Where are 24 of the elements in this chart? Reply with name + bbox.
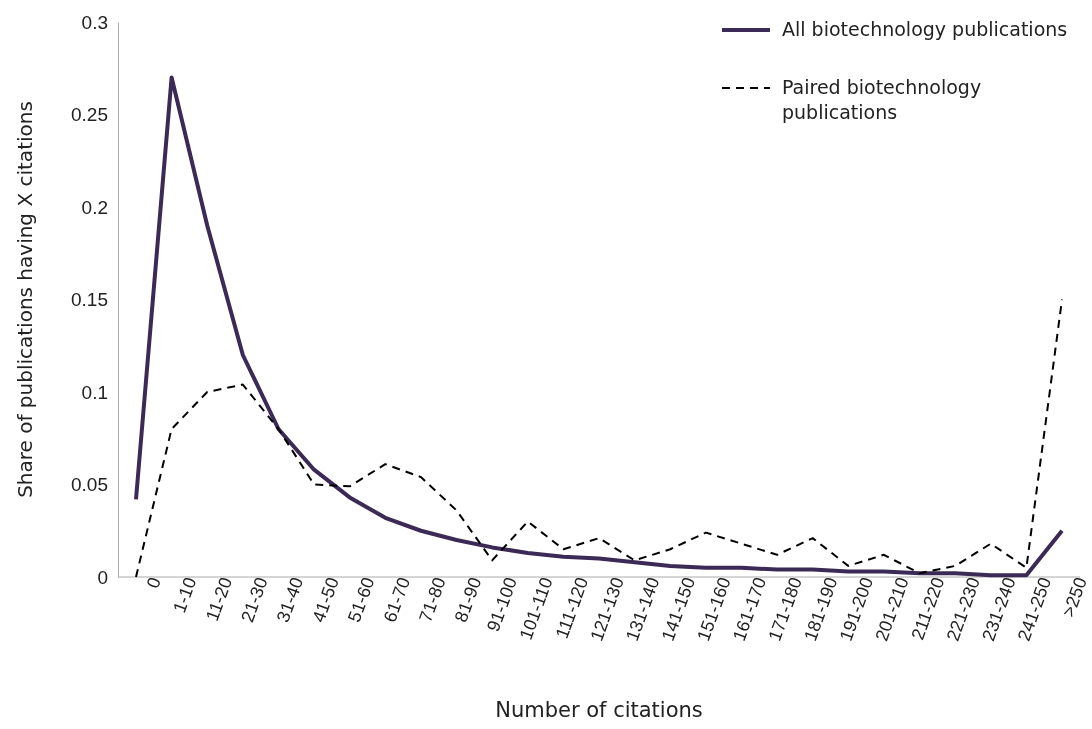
legend-label: All biotechnology publications: [782, 18, 1068, 40]
x-tick-label: 0: [142, 574, 165, 591]
y-tick-label: 0.15: [71, 289, 108, 311]
y-tick-label: 0.1: [81, 381, 108, 403]
x-tick-label: 51-60: [344, 574, 379, 625]
y-axis-title: Share of publications having X citations: [13, 101, 37, 498]
y-tick-label: 0.05: [71, 474, 108, 496]
y-tick-label: 0.2: [81, 196, 108, 218]
x-tick-label: 71-80: [415, 574, 450, 625]
x-tick-label: 61-70: [379, 574, 415, 625]
y-tick-label: 0.3: [81, 11, 108, 33]
x-tick-label: 1-10: [169, 574, 201, 616]
x-tick-label: 31-40: [272, 574, 308, 625]
y-tick-label: 0.25: [71, 104, 108, 126]
line-series: [134, 75, 1064, 578]
x-axis-title: Number of citations: [495, 698, 703, 722]
x-tick-label: >250: [1058, 574, 1091, 620]
x-tick-label: 21-30: [237, 574, 272, 625]
x-tick-label: 91-100: [483, 574, 521, 635]
line-series: [135, 298, 1063, 578]
x-tick-label: 81-90: [450, 574, 486, 625]
x-tick-label: 41-50: [308, 574, 343, 625]
x-tick-label: 11-20: [201, 574, 237, 624]
legend-label: Paired biotechnology publications: [782, 76, 982, 123]
